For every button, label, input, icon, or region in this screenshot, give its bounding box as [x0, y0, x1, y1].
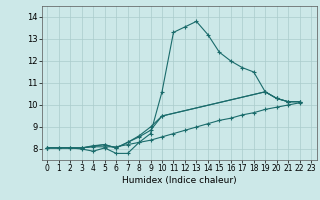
- X-axis label: Humidex (Indice chaleur): Humidex (Indice chaleur): [122, 176, 236, 185]
